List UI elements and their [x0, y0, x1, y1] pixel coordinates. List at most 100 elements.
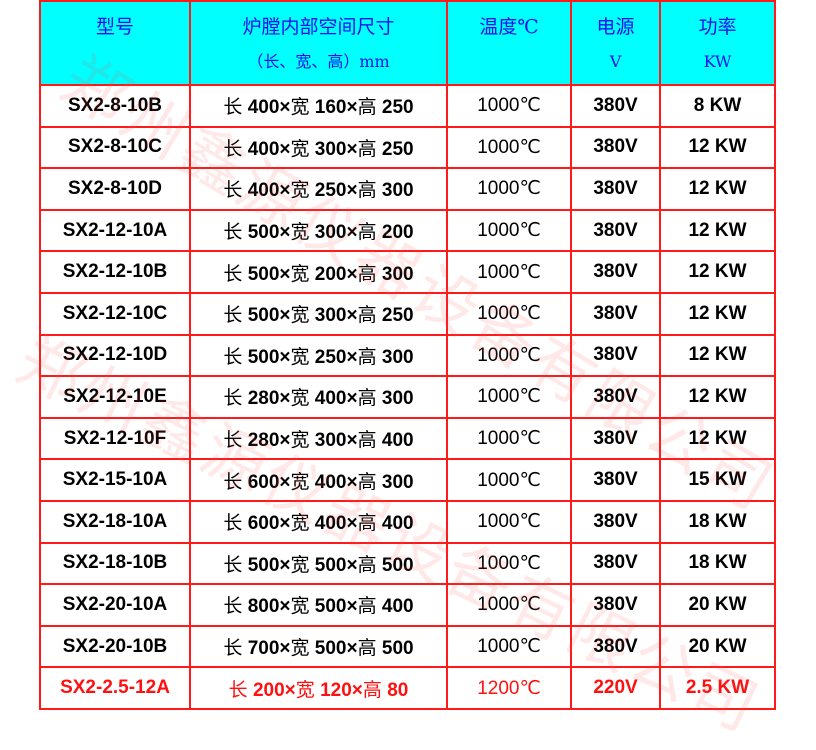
height-value: 300 [381, 471, 414, 493]
voltage-cell: 380V [570, 250, 661, 294]
table-row: SX2-12-10B 长 500×宽 200×高 300 1000℃ 380V 12 K… [39, 250, 776, 294]
width-value: 400 [314, 388, 347, 410]
temperature-cell: 1000℃ [446, 541, 572, 586]
header-title: 型号 [95, 16, 134, 38]
temperature-cell: 1000℃ [446, 416, 572, 461]
column-header: 电源 V [570, 0, 661, 86]
header-title: 功率 [698, 16, 737, 38]
table-row: SX2-18-10B 长 500×宽 500×高 500 1000℃ 380V 18 K… [39, 541, 776, 586]
model-cell: SX2-18-10B [39, 541, 191, 586]
times-sign: × [284, 679, 296, 701]
length-label: 长 [223, 97, 243, 119]
length-label: 长 [223, 346, 243, 368]
times-sign: × [346, 471, 358, 493]
column-header: 功率 KW [659, 0, 776, 86]
width-value: 400 [314, 513, 347, 535]
dimensions-cell: 长 280×宽 400×高 300 [189, 375, 448, 419]
times-sign: × [346, 513, 358, 535]
length-value: 600 [247, 471, 280, 493]
header-title: 电源 [596, 16, 635, 38]
width-label: 宽 [295, 679, 315, 701]
model-cell: SX2-15-10A [39, 458, 191, 502]
length-label: 长 [223, 430, 243, 452]
header-unit: （长、宽、高）mm [247, 52, 390, 71]
header-title: 温度℃ [479, 16, 539, 38]
voltage-cell: 380V [570, 458, 661, 502]
width-label: 宽 [290, 471, 310, 493]
table-row: SX2-12-10C 长 500×宽 300×高 250 1000℃ 380V 12 K… [39, 291, 776, 336]
length-value: 600 [247, 513, 280, 535]
header-unit: V [609, 52, 622, 71]
header-row: 型号 炉膛内部空间尺寸 （长、宽、高）mm 温度℃ 电源 V 功率 KW [39, 0, 776, 86]
height-value: 250 [381, 138, 414, 160]
times-sign: × [279, 638, 291, 660]
dimensions-cell: 长 500×宽 300×高 250 [189, 291, 448, 336]
power-cell: 2.5 KW [659, 666, 776, 710]
width-value: 500 [314, 596, 347, 618]
table-row: SX2-12-10D 长 500×宽 250×高 300 1000℃ 380V 12 K… [39, 333, 776, 378]
width-value: 500 [314, 554, 347, 576]
width-value: 500 [314, 638, 347, 660]
times-sign: × [279, 471, 291, 493]
voltage-cell: 380V [570, 499, 661, 544]
height-value: 250 [381, 97, 414, 119]
table-row: SX2-12-10A 长 500×宽 300×高 200 1000℃ 380V 12 K… [39, 208, 776, 253]
times-sign: × [279, 346, 291, 368]
length-value: 280 [247, 430, 280, 452]
header-unit: KW [703, 52, 732, 71]
length-value: 200 [252, 679, 285, 701]
height-value: 400 [381, 430, 414, 452]
length-label: 长 [223, 222, 243, 244]
height-label: 高 [357, 180, 377, 202]
height-value: 300 [381, 346, 414, 368]
width-value: 300 [314, 222, 347, 244]
length-value: 500 [247, 222, 280, 244]
length-value: 400 [247, 180, 280, 202]
power-cell: 12 KW [659, 333, 776, 378]
power-cell: 12 KW [659, 375, 776, 419]
dimensions-cell: 长 500×宽 500×高 500 [189, 541, 448, 586]
voltage-cell: 380V [570, 167, 661, 211]
height-value: 200 [381, 222, 414, 244]
times-sign: × [346, 638, 358, 660]
width-label: 宽 [290, 513, 310, 535]
table-row: SX2-8-10C 长 400×宽 300×高 250 1000℃ 380V 12 KW [39, 125, 776, 170]
temperature-cell: 1000℃ [446, 250, 572, 294]
power-cell: 18 KW [659, 541, 776, 586]
column-header: 温度℃ [446, 0, 572, 86]
column-header: 炉膛内部空间尺寸 （长、宽、高）mm [189, 0, 448, 86]
power-cell: 12 KW [659, 416, 776, 461]
length-value: 500 [247, 263, 280, 285]
width-value: 250 [314, 180, 347, 202]
model-cell: SX2-12-10F [39, 416, 191, 461]
width-label: 宽 [290, 263, 310, 285]
height-value: 400 [381, 513, 414, 535]
width-label: 宽 [290, 180, 310, 202]
model-cell: SX2-8-10D [39, 167, 191, 211]
dimensions-cell: 长 600×宽 400×高 300 [189, 458, 448, 502]
voltage-cell: 380V [570, 416, 661, 461]
dimensions-cell: 长 700×宽 500×高 500 [189, 624, 448, 669]
width-value: 120 [320, 679, 352, 701]
width-label: 宽 [290, 388, 310, 410]
column-header: 型号 [39, 0, 191, 86]
times-sign: × [346, 222, 358, 244]
temperature-cell: 1000℃ [446, 84, 572, 128]
times-sign: × [346, 263, 358, 285]
temperature-cell: 1000℃ [446, 458, 572, 502]
length-label: 长 [223, 513, 243, 535]
width-value: 300 [314, 138, 347, 160]
length-label: 长 [223, 596, 243, 618]
table-row: SX2-12-10F 长 280×宽 300×高 400 1000℃ 380V 12 K… [39, 416, 776, 461]
length-label: 长 [223, 471, 243, 493]
length-label: 长 [223, 638, 243, 660]
model-cell: SX2-12-10E [39, 375, 191, 419]
voltage-cell: 380V [570, 333, 661, 378]
width-label: 宽 [290, 97, 310, 119]
voltage-cell: 380V [570, 583, 661, 627]
length-label: 长 [223, 138, 243, 160]
width-label: 宽 [290, 554, 310, 576]
height-label: 高 [357, 638, 377, 660]
length-value: 400 [247, 97, 280, 119]
voltage-cell: 380V [570, 291, 661, 336]
